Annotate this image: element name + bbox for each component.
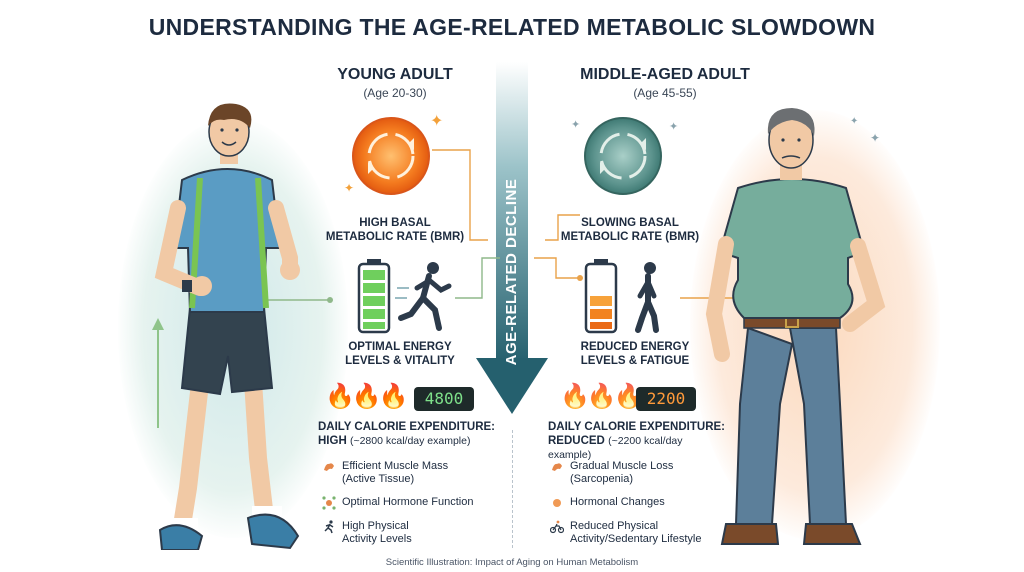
list-item: High Physical Activity Levels (322, 520, 497, 546)
running-person-icon (395, 262, 452, 331)
middle-age: (Age 45-55) (633, 86, 697, 100)
young-energy-label: OPTIMAL ENERGY LEVELS & VITALITY (330, 340, 470, 368)
list-item: Optimal Hormone Function (322, 496, 497, 510)
middle-bmr-label: SLOWING BASAL METABOLIC RATE (BMR) (555, 216, 705, 244)
young-bullet-3-line2: Activity Levels (342, 533, 412, 545)
svg-text:✦: ✦ (344, 181, 354, 195)
middle-calorie-heading: DAILY CALORIE EXPENDITURE: (548, 421, 725, 433)
middle-bullet-3-line2: Activity/Sedentary Lifestyle (570, 533, 702, 545)
divider-line (512, 430, 514, 548)
young-bullet-2-line1: Optimal Hormone Function (342, 496, 474, 508)
low-battery-icon (584, 259, 618, 334)
young-bullet-1-line2: (Active Tissue) (342, 473, 415, 485)
full-battery-icon (357, 259, 391, 334)
list-item: Hormonal Changes (550, 496, 740, 510)
list-item: Gradual Muscle Loss (Sarcopenia) (550, 460, 740, 486)
young-calorie-level: HIGH (318, 435, 347, 447)
page-title: UNDERSTANDING THE AGE-RELATED METABOLIC … (148, 14, 876, 40)
hormone-icon (553, 499, 561, 507)
middle-header: MIDDLE-AGED ADULT (Age 45-55) (560, 66, 770, 100)
young-bmr-label-line1: HIGH BASAL (359, 217, 431, 229)
middle-bullets: Gradual Muscle Loss (Sarcopenia) Hormonal… (550, 460, 740, 546)
young-bullets: Efficient Muscle Mass (Active Tissue) Opt… (322, 460, 497, 546)
young-bmr-label: HIGH BASAL METABOLIC RATE (BMR) (320, 216, 470, 244)
svg-text:✦: ✦ (430, 113, 443, 130)
young-bullet-3-line1: High Physical (342, 520, 409, 532)
slow-metabolism-icon: ✦ ✦ (571, 117, 678, 195)
muscle-icon (552, 463, 562, 471)
svg-text:✦: ✦ (669, 121, 678, 133)
young-bullet-1-line1: Efficient Muscle Mass (342, 460, 449, 472)
runner-icon (324, 520, 334, 534)
svg-text:✦: ✦ (571, 119, 580, 131)
list-item: Efficient Muscle Mass (Active Tissue) (322, 460, 497, 486)
young-header: YOUNG ADULT (Age 20-30) (300, 66, 490, 100)
middle-bullet-2-line1: Hormonal Changes (570, 496, 665, 508)
cyclist-icon (550, 520, 564, 534)
svg-text:✦: ✦ (870, 131, 880, 145)
muscle-icon (324, 463, 334, 471)
middle-bullet-1-line1: Gradual Muscle Loss (570, 460, 674, 472)
middle-aged-man-illustration: ✦ ✦ (705, 108, 886, 545)
middle-energy-label-line2: LEVELS & FATIGUE (580, 355, 690, 367)
middle-bullet-3-line1: Reduced Physical (570, 520, 659, 532)
young-man-illustration (152, 103, 300, 550)
hormone-icon (322, 496, 336, 510)
young-flames-icon: 🔥🔥🔥 (325, 383, 409, 410)
young-calorie-label: DAILY CALORIE EXPENDITURE: HIGH (~2800 k… (318, 420, 498, 448)
middle-energy-label: REDUCED ENERGY LEVELS & FATIGUE (565, 340, 705, 368)
young-heading: YOUNG ADULT (337, 66, 453, 83)
young-bmr-label-line2: METABOLIC RATE (BMR) (325, 231, 465, 243)
walking-person-icon (635, 262, 659, 333)
middle-calorie-level: REDUCED (548, 435, 605, 447)
list-item: Reduced Physical Activity/Sedentary Lifes… (550, 520, 740, 546)
young-calorie-display: 4800 (414, 387, 474, 411)
svg-text:✦: ✦ (850, 116, 858, 127)
decline-arrow (476, 62, 548, 414)
middle-calorie-note: (~2200 kcal/day example) (548, 435, 683, 461)
young-energy-label-line1: OPTIMAL ENERGY (348, 341, 452, 353)
middle-calorie-display: 2200 (636, 387, 696, 411)
middle-heading: MIDDLE-AGED ADULT (580, 66, 750, 83)
middle-bmr-label-line1: SLOWING BASAL (581, 217, 679, 229)
middle-bmr-label-line2: METABOLIC RATE (BMR) (560, 231, 700, 243)
young-calorie-note: (~2800 kcal/day example) (349, 435, 471, 447)
young-energy-label-line2: LEVELS & VITALITY (345, 355, 455, 367)
middle-bullet-1-line2: (Sarcopenia) (570, 473, 633, 485)
middle-calorie-label: DAILY CALORIE EXPENDITURE: REDUCED (~220… (548, 420, 728, 462)
young-age: (Age 20-30) (363, 86, 427, 100)
middle-energy-label-line1: REDUCED ENERGY (580, 341, 690, 353)
young-calorie-heading: DAILY CALORIE EXPENDITURE: (318, 421, 495, 433)
footer-caption: Scientific Illustration: Impact of Aging… (385, 557, 639, 568)
middle-flames-icon: 🔥🔥🔥 (560, 383, 644, 410)
high-metabolism-icon: ✦ ✦ (344, 113, 443, 195)
